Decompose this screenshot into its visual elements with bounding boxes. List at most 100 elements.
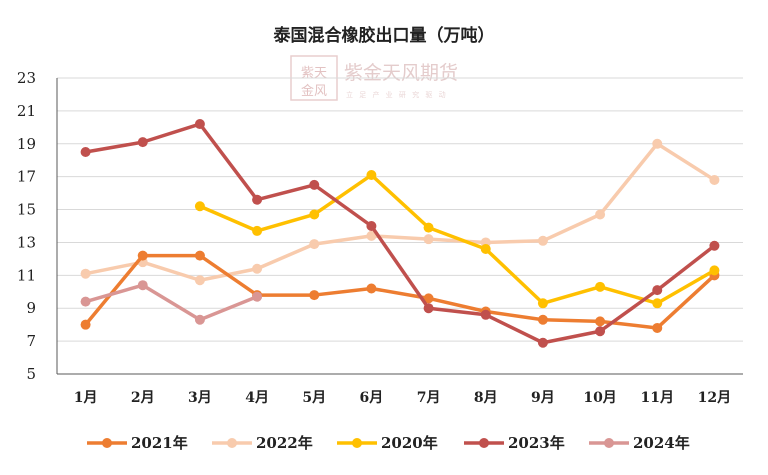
series-2020年 <box>194 170 720 309</box>
data-point <box>652 138 663 149</box>
data-point <box>309 209 320 220</box>
data-point <box>480 244 491 255</box>
y-tick-label: 15 <box>17 201 36 219</box>
data-point <box>194 201 205 212</box>
data-point <box>252 263 263 274</box>
data-point <box>423 293 434 304</box>
x-tick-label: 5月 <box>302 390 326 406</box>
y-tick-label: 17 <box>17 168 36 186</box>
legend-item: 2020年 <box>337 434 438 452</box>
data-point <box>709 174 720 185</box>
y-tick-label: 7 <box>26 332 36 350</box>
x-tick-label: 9月 <box>531 390 555 406</box>
data-point <box>309 290 320 301</box>
data-point <box>252 225 263 236</box>
y-tick-label: 11 <box>17 266 36 284</box>
data-point <box>423 303 434 314</box>
legend-label: 2021年 <box>131 434 188 452</box>
data-point <box>652 285 663 296</box>
data-point <box>480 309 491 320</box>
legend-swatch-marker <box>479 438 489 448</box>
series-line <box>83 142 717 283</box>
data-point <box>366 221 377 231</box>
legend-swatch-marker <box>102 438 112 448</box>
series-2022年 <box>80 138 720 286</box>
data-point <box>366 170 377 181</box>
data-point <box>137 280 148 291</box>
data-point <box>366 230 377 241</box>
x-tick-label: 12月 <box>698 390 731 406</box>
data-point <box>252 194 263 205</box>
legend-label: 2023年 <box>508 434 565 452</box>
series-line <box>83 283 259 322</box>
watermark-logo-text-2: 金风 <box>301 83 327 99</box>
data-point <box>137 137 148 148</box>
x-tick-label: 7月 <box>417 390 441 406</box>
y-tick-label: 13 <box>17 233 36 251</box>
watermark-name: 紫金天风期货 <box>344 62 458 84</box>
legend-item: 2023年 <box>464 434 565 452</box>
x-tick-label: 6月 <box>360 390 384 406</box>
chart-title: 泰国混合橡胶出口量（万吨） <box>274 25 495 46</box>
x-tick-label: 1月 <box>74 390 98 406</box>
legend-label: 2020年 <box>381 434 438 452</box>
data-point <box>595 281 606 292</box>
data-point <box>595 326 606 337</box>
legend-swatch-marker <box>227 438 237 448</box>
data-point <box>595 209 606 220</box>
grid <box>56 77 743 375</box>
x-tick-label: 11月 <box>641 390 674 406</box>
x-tick-label: 4月 <box>245 390 269 406</box>
data-point <box>709 240 720 251</box>
data-point <box>309 179 320 190</box>
data-point <box>652 298 663 309</box>
legend-label: 2024年 <box>633 434 690 452</box>
series-line <box>198 173 717 306</box>
y-tick-label: 5 <box>26 365 36 383</box>
data-point <box>366 283 377 294</box>
y-tick-label: 9 <box>26 299 36 317</box>
data-point <box>309 239 320 250</box>
legend: 2021年 2022年 2020年 2023年 2024年 <box>87 434 690 452</box>
y-tick-label: 21 <box>17 102 36 120</box>
series-line <box>83 122 717 345</box>
data-point <box>80 147 91 157</box>
data-point <box>194 275 205 286</box>
x-axis-ticks: 1月 2月 3月 4月 5月 6月 7月 8月 9月 10月 11月 12月 <box>74 390 731 406</box>
series-2021年 <box>80 250 720 333</box>
data-point <box>537 298 548 309</box>
data-point <box>80 319 91 330</box>
legend-item: 2021年 <box>87 434 188 452</box>
legend-swatch-marker <box>604 438 614 448</box>
data-point <box>652 322 663 333</box>
data-point <box>194 314 205 325</box>
series-2023年 <box>80 119 720 348</box>
legend-label: 2022年 <box>256 434 313 452</box>
x-tick-label: 10月 <box>583 390 616 406</box>
data-point <box>537 235 548 246</box>
data-point <box>194 250 205 261</box>
legend-item: 2024年 <box>589 434 690 452</box>
data-point <box>537 337 548 348</box>
data-point <box>709 265 720 276</box>
data-point <box>137 250 148 261</box>
watermark-logo-text: 紫天 <box>301 66 327 81</box>
data-point <box>194 119 205 130</box>
series-group <box>80 119 720 348</box>
x-tick-label: 3月 <box>188 390 212 406</box>
watermark-slogan: 立 足 产 业 研 究 驱 动 <box>346 90 448 99</box>
data-point <box>80 268 91 279</box>
y-axis-ticks: 5 7 9 11 13 15 17 19 21 23 <box>17 69 36 383</box>
data-point <box>423 222 434 233</box>
data-point <box>252 291 263 302</box>
series-2024年 <box>80 280 263 325</box>
x-tick-label: 8月 <box>474 390 498 406</box>
data-point <box>537 314 548 325</box>
y-tick-label: 23 <box>17 69 36 87</box>
legend-swatch-marker <box>352 438 362 448</box>
legend-item: 2022年 <box>212 434 313 452</box>
y-tick-label: 19 <box>17 135 36 153</box>
data-point <box>80 296 91 307</box>
data-point <box>595 316 606 327</box>
